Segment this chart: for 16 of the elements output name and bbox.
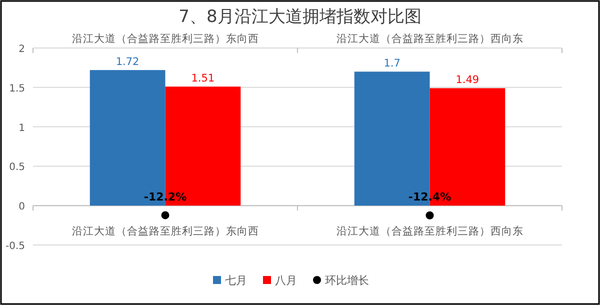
data-label: 1.49 — [456, 74, 480, 86]
data-label: 1.72 — [116, 56, 140, 68]
category-label: 沿江大道（合益路至胜利三路）东向西 — [72, 33, 259, 45]
legend-label: 七月 — [225, 274, 247, 287]
data-label: 1.51 — [191, 72, 215, 85]
chart-title: 7、8月沿江大道拥堵指数对比图 — [178, 7, 422, 27]
y-tick-label: 1.5 — [9, 83, 25, 94]
y-tick-label: 0.5 — [9, 162, 25, 174]
y-tick-label: 0 — [18, 202, 25, 213]
y-tick-label: 2 — [18, 44, 25, 55]
y-tick-label: 1 — [18, 122, 25, 134]
legend-label: 环比增长 — [325, 274, 369, 287]
y-tick-label: -0.5 — [5, 241, 25, 252]
legend-label: 八月 — [275, 274, 297, 287]
category-label: 沿江大道（合益路至胜利三路）西向东 — [336, 33, 524, 45]
data-label: 1.7 — [384, 58, 400, 70]
